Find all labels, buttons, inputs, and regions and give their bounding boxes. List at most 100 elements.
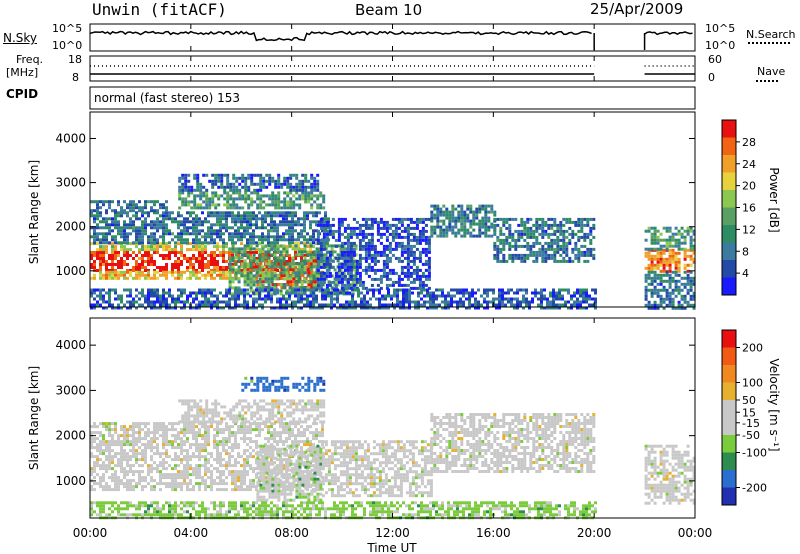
heatmap-cell [255, 271, 259, 275]
heatmap-cell [352, 226, 356, 230]
heatmap-cell [390, 297, 393, 301]
heatmap-cell [138, 476, 141, 480]
heatmap-cell [285, 277, 289, 281]
heatmap-cell [238, 188, 242, 192]
heatmap-cell [264, 262, 268, 266]
heatmap-cell [147, 214, 150, 218]
heatmap-cell [93, 209, 96, 213]
heatmap-cell [102, 437, 105, 441]
heatmap-cell [255, 223, 258, 227]
heatmap-cell [358, 283, 362, 287]
heatmap-cell [370, 217, 374, 221]
heatmap-cell [394, 226, 398, 230]
heatmap-cell [460, 210, 464, 214]
heatmap-cell [99, 270, 102, 274]
heatmap-cell [300, 268, 304, 272]
heatmap-cell [312, 256, 316, 260]
heatmap-cell [594, 288, 597, 292]
heatmap-cell [579, 288, 582, 292]
heatmap-cell [346, 277, 350, 281]
heatmap-cell [532, 235, 536, 239]
heatmap-cell [427, 259, 431, 263]
heatmap-cell [99, 251, 102, 254]
heatmap-cell [141, 288, 144, 292]
heatmap-cell [294, 280, 298, 284]
heatmap-cell [315, 223, 318, 227]
heatmap-cell [466, 207, 470, 211]
heatmap-cell [442, 210, 446, 214]
heatmap-cell [369, 303, 372, 307]
heatmap-cell [412, 259, 416, 263]
heatmap-cell [430, 225, 434, 229]
heatmap-cell [129, 288, 132, 292]
heatmap-cell [662, 226, 666, 230]
heatmap-cell [656, 266, 660, 270]
heatmap-cell [204, 288, 207, 292]
heatmap-cell [141, 303, 144, 307]
heatmap-cell [168, 214, 171, 218]
heatmap-cell [357, 294, 360, 298]
heatmap-cell [205, 203, 209, 207]
heatmap-cell [294, 276, 297, 280]
heatmap-cell [689, 288, 693, 292]
heatmap-cell [220, 173, 224, 177]
heatmap-cell [436, 222, 440, 226]
heatmap-cell [373, 250, 377, 254]
heatmap-cell [499, 250, 503, 254]
heatmap-cell [291, 288, 294, 292]
heatmap-cell [147, 434, 150, 438]
heatmap-cell [147, 257, 150, 260]
heatmap-cell [243, 274, 247, 278]
heatmap-cell [144, 269, 147, 272]
heatmap-cell [114, 464, 117, 468]
heatmap-cell [138, 425, 141, 429]
heatmap-cell [393, 303, 396, 307]
heatmap-cell [291, 214, 294, 218]
heatmap-cell [370, 238, 374, 242]
heatmap-cell [469, 234, 473, 238]
heatmap-cell [343, 241, 347, 245]
heatmap-cell [400, 277, 404, 281]
heatmap-cell [156, 226, 159, 230]
heatmap-cell [183, 470, 186, 474]
heatmap-cell [211, 203, 215, 207]
heatmap-cell [456, 291, 459, 295]
heatmap-cell [238, 206, 242, 210]
heatmap-cell [123, 476, 126, 480]
heatmap-cell [354, 288, 357, 292]
heatmap-cell [190, 191, 194, 195]
heatmap-cell [186, 211, 189, 215]
heatmap-cell [474, 303, 477, 307]
heatmap-cell [549, 303, 552, 307]
heatmap-cell [153, 273, 156, 277]
heatmap-cell [656, 282, 660, 286]
heatmap-cell [147, 241, 150, 245]
heatmap-cell [294, 274, 298, 278]
heatmap-cell [346, 238, 350, 242]
heatmap-cell [180, 461, 183, 465]
heatmap-cell [310, 286, 314, 289]
heatmap-cell [192, 245, 195, 249]
heatmap-cell [448, 228, 452, 232]
heatmap-cell [234, 260, 237, 263]
heatmap-cell [141, 458, 144, 462]
heatmap-cell [247, 185, 251, 189]
heatmap-cell [577, 247, 581, 251]
heatmap-cell [159, 425, 162, 429]
heatmap-cell [111, 270, 114, 274]
heatmap-cell [546, 297, 549, 301]
heatmap-cell [111, 235, 114, 239]
heatmap-cell [354, 303, 357, 307]
heatmap-cell [267, 254, 270, 257]
heatmap-cell [510, 288, 513, 292]
heatmap-cell [508, 241, 512, 245]
heatmap-cell [351, 303, 354, 307]
heatmap-cell [126, 431, 129, 435]
heatmap-cell [240, 260, 243, 263]
heatmap-cell [399, 300, 402, 304]
heatmap-cell [541, 220, 545, 224]
heatmap-cell [397, 277, 401, 281]
heatmap-cell [162, 229, 165, 233]
heatmap-cell [294, 229, 297, 233]
heatmap-cell [294, 266, 297, 269]
